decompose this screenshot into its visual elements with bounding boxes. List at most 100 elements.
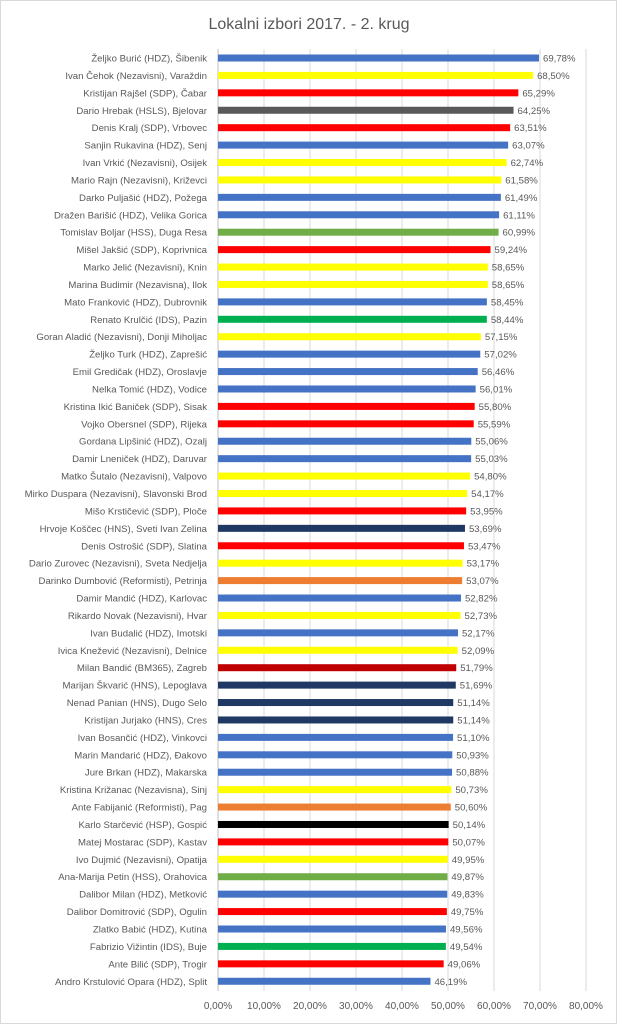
bar [218,89,519,97]
bar [218,159,507,167]
value-label: 64,25% [518,106,551,117]
value-label: 49,06% [448,959,481,970]
bars [218,54,539,985]
value-label: 62,74% [511,158,544,169]
x-tick-label: 50,00% [431,1001,465,1012]
bar [218,838,449,846]
value-label: 49,56% [450,925,483,936]
bar [218,350,481,358]
value-label: 50,93% [456,750,489,761]
bar [218,629,458,637]
category-label: Marijan Škvarić (HNS), Lepoglava [63,681,208,692]
value-label: 55,03% [475,454,508,465]
value-label: 50,73% [455,785,488,796]
bar [218,786,452,794]
category-label: Ivan Čehok (Nezavisni), Varaždin [65,71,207,82]
bar [218,211,500,219]
bar [218,942,446,950]
bar [218,594,461,602]
value-label: 49,54% [450,942,483,953]
category-label: Nelka Tomić (HDZ), Vodice [92,384,207,395]
value-label: 50,60% [455,803,488,814]
bar [218,820,449,828]
category-label: Marin Mandarić (HDZ), Đakovo [74,750,207,761]
category-label: Tomislav Boljar (HSS), Duga Resa [60,228,207,239]
value-label: 46,19% [434,977,467,988]
bar [218,246,491,254]
value-label: 61,49% [505,193,538,204]
bar [218,524,465,532]
category-label: Marko Jelić (Nezavisni), Knin [83,263,207,274]
category-label: Dario Hrebak (HSLS), Bjelovar [76,106,207,117]
bar [218,106,514,114]
category-label: Nenad Panian (HNS), Dugo Selo [67,698,207,709]
bar [218,803,451,811]
value-label: 57,15% [485,332,518,343]
category-label: Mišo Krstičević (SDP), Ploče [85,506,207,517]
x-tick-label: 60,00% [477,1001,511,1012]
category-label: Ivan Vrkić (Nezavisni), Osijek [83,158,208,169]
category-label: Andro Krstulović Opara (HDZ), Split [55,977,207,988]
category-label: Ana-Marija Petin (HSS), Orahovica [58,872,207,883]
value-label: 63,07% [512,141,545,152]
category-label: Fabrizio Vižintin (IDS), Buje [90,942,207,953]
bar [218,646,458,654]
bar [218,733,454,741]
category-label: Renato Krulčić (IDS), Pazin [90,315,207,326]
value-label: 68,50% [537,71,570,82]
bar [218,437,472,445]
bar [218,542,464,550]
value-label: 58,65% [492,263,525,274]
bar [218,368,478,376]
bar [218,699,454,707]
value-label: 52,17% [462,628,495,639]
category-label: Emil Gredičak (HDZ), Oroslavje [73,367,207,378]
x-tick-label: 20,00% [293,1001,327,1012]
value-label: 49,95% [452,855,485,866]
bar [218,176,502,184]
value-label: 54,17% [471,489,504,500]
bar [218,420,474,428]
category-label: Zlatko Babić (HDZ), Kutina [93,925,208,936]
value-label: 50,88% [456,768,489,779]
bar [218,855,448,863]
category-label: Ivo Dujmić (Nezavisni), Opatija [76,855,208,866]
category-label: Kristijan Rajšel (SDP), Čabar [83,88,207,99]
category-label: Kristina Ikić Baniček (SDP), Sisak [64,402,208,413]
category-label: Rikardo Novak (Nezavisni), Hvar [68,611,208,622]
category-label: Mirko Duspara (Nezavisni), Slavonski Bro… [25,489,207,500]
chart-title: Lokalni izbori 2017. - 2. krug [209,16,410,33]
category-label: Milan Bandić (BM365), Zagreb [77,663,207,674]
bar [218,611,461,619]
gridlines [217,49,587,991]
bar [218,751,453,759]
category-label: Kristijan Jurjako (HNS), Cres [84,715,207,726]
bar [218,280,488,288]
value-label: 57,02% [484,350,517,361]
x-tick-label: 80,00% [569,1001,603,1012]
category-label: Dario Zurovec (Nezavisni), Sveta Nedjelj… [29,559,208,570]
bar [218,228,499,236]
value-label: 53,17% [467,559,500,570]
value-labels: 69,78% 68,50% 65,29% 64,25% 63,51% 63,07% 62,7… [434,54,576,988]
value-label: 51,14% [457,715,490,726]
value-label: 51,10% [457,733,490,744]
bar [218,664,457,672]
category-label: Mato Franković (HDZ), Dubrovnik [64,297,207,308]
bar [218,472,471,480]
category-label: Damir Mandić (HDZ), Karlovac [76,594,207,605]
category-label: Matej Mostarac (SDP), Kastav [78,837,207,848]
category-label: Darinko Dumbović (Reformisti), Petrinja [39,576,208,587]
category-label: Vojko Obersnel (SDP), Rijeka [81,419,207,430]
category-label: Ivan Bosančić (HDZ), Vinkovci [78,733,207,744]
category-label: Gordana Lipšinić (HDZ), Ozalj [79,437,207,448]
bar [218,333,481,341]
x-tick-label: 0,00% [204,1001,232,1012]
value-label: 54,80% [474,472,507,483]
category-label: Marina Budimir (Nezavisna), Ilok [68,280,207,291]
bar [218,559,463,567]
value-label: 53,95% [470,506,503,517]
value-label: 53,07% [466,576,499,587]
value-label: 69,78% [543,54,576,65]
